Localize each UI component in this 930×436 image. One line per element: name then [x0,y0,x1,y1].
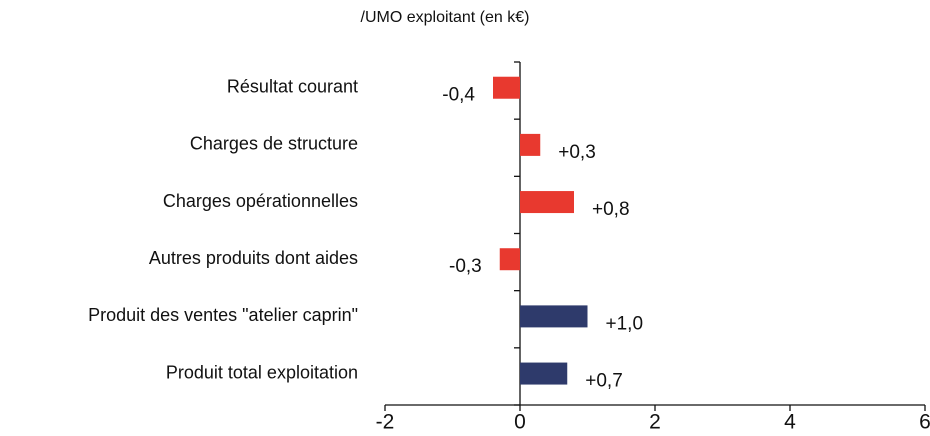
bar [493,76,520,99]
bar [499,248,520,271]
category-label: Charges de structure [190,134,358,154]
category-label: Produit total exploitation [166,362,358,382]
x-tick-label: -2 [376,411,395,434]
x-tick-label: 0 [514,411,526,434]
bar [520,133,541,156]
x-tick-label: 6 [919,411,930,434]
value-label: +1,0 [606,313,644,334]
value-label: +0,8 [592,199,630,220]
value-label: -0,3 [449,256,482,277]
bar [520,191,574,214]
x-tick-label: 4 [784,411,796,434]
category-label: Charges opérationnelles [163,191,358,211]
value-label: +0,7 [585,371,623,392]
x-tick-label: 2 [649,411,661,434]
category-label: Autres produits dont aides [149,248,358,268]
bar [520,305,588,328]
category-label: Produit des ventes "atelier caprin" [88,305,358,325]
value-label: +0,3 [558,142,596,163]
value-label: -0,4 [442,85,475,106]
category-label: Résultat courant [227,76,358,96]
bar [520,362,568,385]
chart-title: /UMO exploitant (en k€) [361,9,530,26]
